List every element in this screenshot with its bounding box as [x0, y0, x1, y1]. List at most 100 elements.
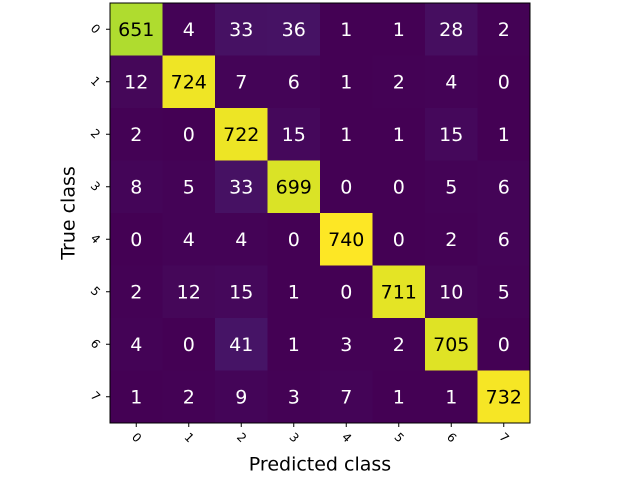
- heatmap-cell: [320, 3, 373, 56]
- heatmap-cell: [477, 160, 531, 214]
- cell-label: 0: [183, 124, 195, 146]
- heatmap-cell: [372, 160, 426, 214]
- cell-label: 3: [340, 334, 352, 356]
- x-tick-label: 0: [129, 430, 144, 445]
- heatmap-cell: [110, 370, 163, 424]
- cell-label: 732: [486, 386, 522, 408]
- y-axis-label: True class: [58, 166, 80, 261]
- x-tick-label: 6: [444, 430, 459, 445]
- heatmap-cell: [425, 55, 478, 109]
- cell-label: 651: [118, 19, 154, 41]
- heatmap-cell: [477, 265, 531, 319]
- cell-label: 2: [183, 386, 195, 408]
- heatmap-cell: [372, 370, 426, 424]
- heatmap-cell: [477, 55, 531, 109]
- cell-label: 2: [393, 334, 405, 356]
- heatmap-cell: [215, 370, 268, 424]
- heatmap-cell: [425, 108, 478, 161]
- heatmap-cell: [110, 55, 163, 109]
- cell-label: 12: [124, 71, 148, 93]
- cell-label: 2: [393, 71, 405, 93]
- y-tick-label: 2: [88, 126, 103, 141]
- heatmap-cell: [215, 265, 268, 319]
- cell-label: 5: [445, 176, 457, 198]
- y-tick-label: 5: [88, 284, 103, 299]
- cell-label: 15: [229, 281, 253, 303]
- cell-label: 2: [130, 281, 142, 303]
- heatmap-cell: [110, 265, 163, 319]
- heatmap-cell: [372, 213, 426, 266]
- heatmap-cell: [215, 3, 268, 56]
- heatmap-cell: [372, 318, 426, 371]
- heatmap-cell: [477, 3, 531, 56]
- heatmap-cell: [425, 370, 478, 424]
- heatmap-cell: [267, 318, 321, 371]
- cell-label: 740: [328, 229, 364, 251]
- heatmap-cell: [267, 160, 321, 214]
- heatmap-cell: [372, 108, 426, 161]
- cell-label: 1: [288, 281, 300, 303]
- heatmap-cell: [162, 55, 216, 109]
- heatmap-cell: [477, 318, 531, 371]
- heatmap-cell: [110, 160, 163, 214]
- cell-label: 705: [433, 334, 469, 356]
- heatmap-cell: [320, 370, 373, 424]
- heatmap-cell: [477, 108, 531, 161]
- heatmap-cell: [320, 318, 373, 371]
- cell-label: 2: [445, 229, 457, 251]
- x-tick-label: 4: [339, 430, 354, 445]
- heatmap-cell: [425, 318, 478, 371]
- cell-label: 7: [340, 386, 352, 408]
- cell-label: 36: [282, 19, 306, 41]
- cell-label: 6: [498, 229, 510, 251]
- cell-label: 1: [340, 19, 352, 41]
- x-tick-label: 3: [286, 430, 301, 445]
- heatmap-cell: [267, 3, 321, 56]
- cell-label: 2: [130, 124, 142, 146]
- heatmap-cell: [215, 213, 268, 266]
- heatmap-cell: [162, 265, 216, 319]
- heatmap-cell: [162, 370, 216, 424]
- heatmap-cell: [320, 55, 373, 109]
- cell-label: 0: [340, 281, 352, 303]
- x-tick-label: 7: [496, 430, 511, 445]
- heatmap-cell: [267, 108, 321, 161]
- heatmap-cell: [372, 265, 426, 319]
- heatmap-cell: [162, 318, 216, 371]
- cell-label: 5: [498, 281, 510, 303]
- heatmap-cell: [110, 318, 163, 371]
- heatmap-cell: [320, 265, 373, 319]
- heatmap-cell: [162, 160, 216, 214]
- y-tick-label: 6: [88, 336, 103, 351]
- cell-label: 1: [393, 124, 405, 146]
- heatmap-cell: [320, 213, 373, 266]
- cell-label: 7: [235, 71, 247, 93]
- cell-label: 4: [235, 229, 247, 251]
- heatmap-cell: [425, 265, 478, 319]
- heatmap-cell: [477, 370, 531, 424]
- heatmap-cell: [162, 108, 216, 161]
- cell-label: 8: [130, 176, 142, 198]
- heatmap-cell: [162, 213, 216, 266]
- heatmap-cell: [320, 108, 373, 161]
- cell-label: 4: [183, 19, 195, 41]
- cell-label: 1: [393, 19, 405, 41]
- plot-frame: [109, 2, 531, 424]
- cell-label: 722: [223, 124, 259, 146]
- cell-label: 699: [276, 176, 312, 198]
- x-tick-label: 2: [234, 430, 249, 445]
- cell-label: 4: [183, 229, 195, 251]
- cell-label: 10: [439, 281, 463, 303]
- cell-label: 41: [229, 334, 253, 356]
- x-tick-label: 5: [391, 430, 406, 445]
- cell-label: 1: [340, 124, 352, 146]
- cell-label: 15: [282, 124, 306, 146]
- cell-label: 0: [288, 229, 300, 251]
- cell-label: 0: [393, 176, 405, 198]
- cell-label: 4: [445, 71, 457, 93]
- heatmap-cell: [162, 3, 216, 56]
- heatmap-cell: [110, 108, 163, 161]
- cell-label: 15: [439, 124, 463, 146]
- heatmap-cell: [267, 370, 321, 424]
